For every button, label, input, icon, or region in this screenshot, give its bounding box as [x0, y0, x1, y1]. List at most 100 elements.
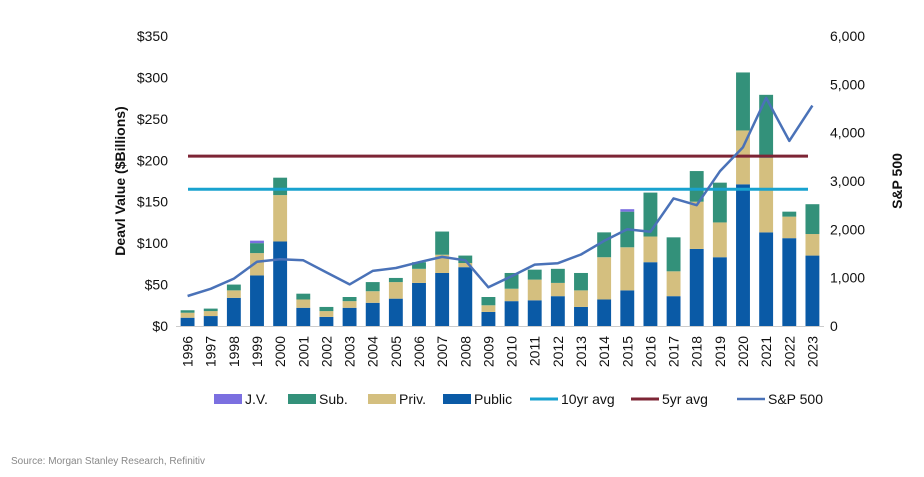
- y2-tick-label: 4,000: [830, 125, 865, 141]
- bar-segment-priv-2015: [620, 247, 635, 291]
- y-axis-title: Deavl Value ($Billions): [112, 106, 128, 255]
- y2-tick-label: 6,000: [830, 28, 865, 44]
- bars: [176, 72, 824, 327]
- bar-segment-priv-2022: [782, 216, 797, 239]
- x-tick-label: 1999: [249, 336, 265, 367]
- bar-segment-public-2019: [712, 257, 727, 326]
- bar-segment-priv-2009: [481, 305, 496, 312]
- bar-segment-public-2023: [805, 255, 820, 326]
- sp500-line: [187, 96, 814, 298]
- legend-swatch-public: [443, 394, 471, 404]
- legend-label-10yr-avg: 10yr avg: [561, 391, 615, 407]
- bar-segment-public-2016: [643, 262, 658, 326]
- x-tick-label: 2013: [573, 336, 589, 367]
- bar-segment-priv-2000: [273, 195, 288, 242]
- bar-segment-public-1996: [180, 317, 195, 326]
- x-tick-label: 2010: [504, 336, 520, 367]
- bar-segment-public-2020: [736, 184, 750, 326]
- bar-segment-public-2000: [273, 241, 288, 326]
- y2-tick-label: 1,000: [830, 270, 865, 286]
- legend-swatch-priv: [368, 394, 396, 404]
- bar-segment-sub-2020: [736, 72, 750, 131]
- legend-label-sub: Sub.: [319, 391, 348, 407]
- x-tick-label: 2004: [365, 336, 381, 367]
- x-tick-label: 2023: [804, 336, 820, 367]
- legend-label-public: Public: [474, 391, 512, 407]
- x-tick-label: 2012: [550, 336, 566, 367]
- x-tick-label: 2003: [342, 336, 358, 367]
- x-tick-label: 2001: [295, 336, 311, 367]
- bar-segment-sub-2003: [342, 297, 357, 302]
- bar-segment-public-2022: [782, 238, 797, 326]
- y-tick-label: $200: [137, 152, 168, 168]
- bar-segment-sub-2013: [574, 272, 588, 291]
- bar-segment-public-2002: [319, 316, 334, 326]
- x-axis-ticks: 1996 1997 1998 1999 2000 2001 2002 2003 2004 2005…: [180, 336, 821, 367]
- x-tick-label: 2021: [758, 336, 774, 367]
- x-tick-label: 2020: [735, 336, 751, 367]
- y-tick-label: $350: [137, 28, 168, 44]
- sp500-series: [187, 96, 814, 298]
- x-tick-label: 2006: [411, 336, 427, 367]
- x-tick-label: 2018: [689, 336, 705, 367]
- bar-segment-public-2010: [504, 301, 519, 326]
- x-tick-label: 2002: [318, 336, 334, 367]
- bar-segment-public-2013: [574, 306, 588, 326]
- bar-segment-priv-2021: [759, 157, 774, 233]
- bar-segment-priv-2023: [805, 234, 820, 256]
- bar-segment-sub-2011: [527, 269, 542, 280]
- bar-segment-priv-2010: [504, 288, 519, 302]
- bar-segment-sub-2002: [319, 306, 334, 312]
- legend-swatch-j-v: [214, 394, 242, 404]
- bar-segment-priv-2017: [666, 271, 681, 297]
- legend-swatch-sub: [288, 394, 316, 404]
- bar-segment-public-2012: [550, 296, 565, 326]
- bar-segment-public-2015: [620, 290, 635, 326]
- bar-segment-public-2008: [458, 267, 473, 326]
- y2-tick-label: 3,000: [830, 173, 865, 189]
- bar-segment-sub-2005: [388, 277, 403, 283]
- bar-segment-priv-2019: [712, 222, 727, 258]
- x-tick-label: 1996: [180, 336, 196, 367]
- bar-segment-sub-2019: [712, 182, 727, 223]
- bar-segment-priv-2016: [643, 236, 658, 263]
- bar-segment-public-2018: [689, 248, 704, 326]
- bar-segment-public-1998: [226, 297, 241, 326]
- legend: J.V. Sub. Priv. Public 10yr avg 5yr avg S&P 50…: [214, 391, 823, 407]
- y2-axis-ticks: 0 1,000 2,000 3,000 4,000 5,000 6,000: [830, 28, 865, 334]
- bar-segment-priv-2005: [388, 282, 403, 299]
- bar-segment-priv-2014: [597, 257, 612, 300]
- legend-label-5yr-avg: 5yr avg: [662, 391, 708, 407]
- bar-segment-priv-1996: [180, 312, 195, 318]
- x-tick-label: 2008: [457, 336, 473, 367]
- legend-label-j-v: J.V.: [245, 391, 268, 407]
- bar-segment-public-2021: [759, 232, 774, 326]
- bar-segment-public-2005: [388, 298, 403, 326]
- bar-segment-priv-2006: [412, 268, 426, 283]
- bar-segment-priv-2004: [365, 291, 380, 303]
- bar-segment-public-1997: [203, 316, 218, 326]
- y2-tick-label: 5,000: [830, 76, 865, 92]
- x-tick-label: 2000: [272, 336, 288, 367]
- bar-segment-public-2007: [435, 272, 450, 326]
- x-tick-label: 1998: [226, 336, 242, 367]
- bar-segment-sub-2017: [666, 237, 681, 272]
- bar-segment-sub-2021: [759, 94, 774, 158]
- bar-segment-public-2009: [481, 311, 496, 326]
- y2-tick-label: 0: [830, 318, 838, 334]
- legend-label-s-p-500: S&P 500: [768, 391, 823, 407]
- bar-segment-priv-2018: [689, 201, 704, 249]
- bar-segment-sub-2012: [550, 268, 565, 283]
- bar-segment-public-2011: [527, 300, 542, 326]
- y-tick-label: $100: [137, 235, 168, 251]
- bar-segment-public-2006: [412, 282, 426, 326]
- bar-segment-public-2003: [342, 307, 357, 326]
- bar-segment-priv-2012: [550, 282, 565, 297]
- average-lines: [188, 154, 808, 191]
- y-axis-ticks: $0 $50 $100 $150 $200 $250 $300 $350: [137, 28, 168, 334]
- bar-segment-sub-1997: [203, 308, 218, 312]
- bar-segment-sub-1999: [250, 243, 264, 254]
- bar-segment-sub-2001: [296, 293, 311, 300]
- bar-segment-sub-2004: [365, 282, 380, 292]
